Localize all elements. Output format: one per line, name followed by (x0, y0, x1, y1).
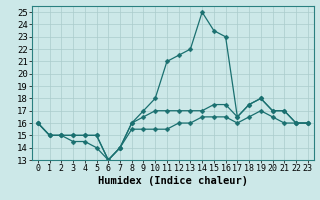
X-axis label: Humidex (Indice chaleur): Humidex (Indice chaleur) (98, 176, 248, 186)
